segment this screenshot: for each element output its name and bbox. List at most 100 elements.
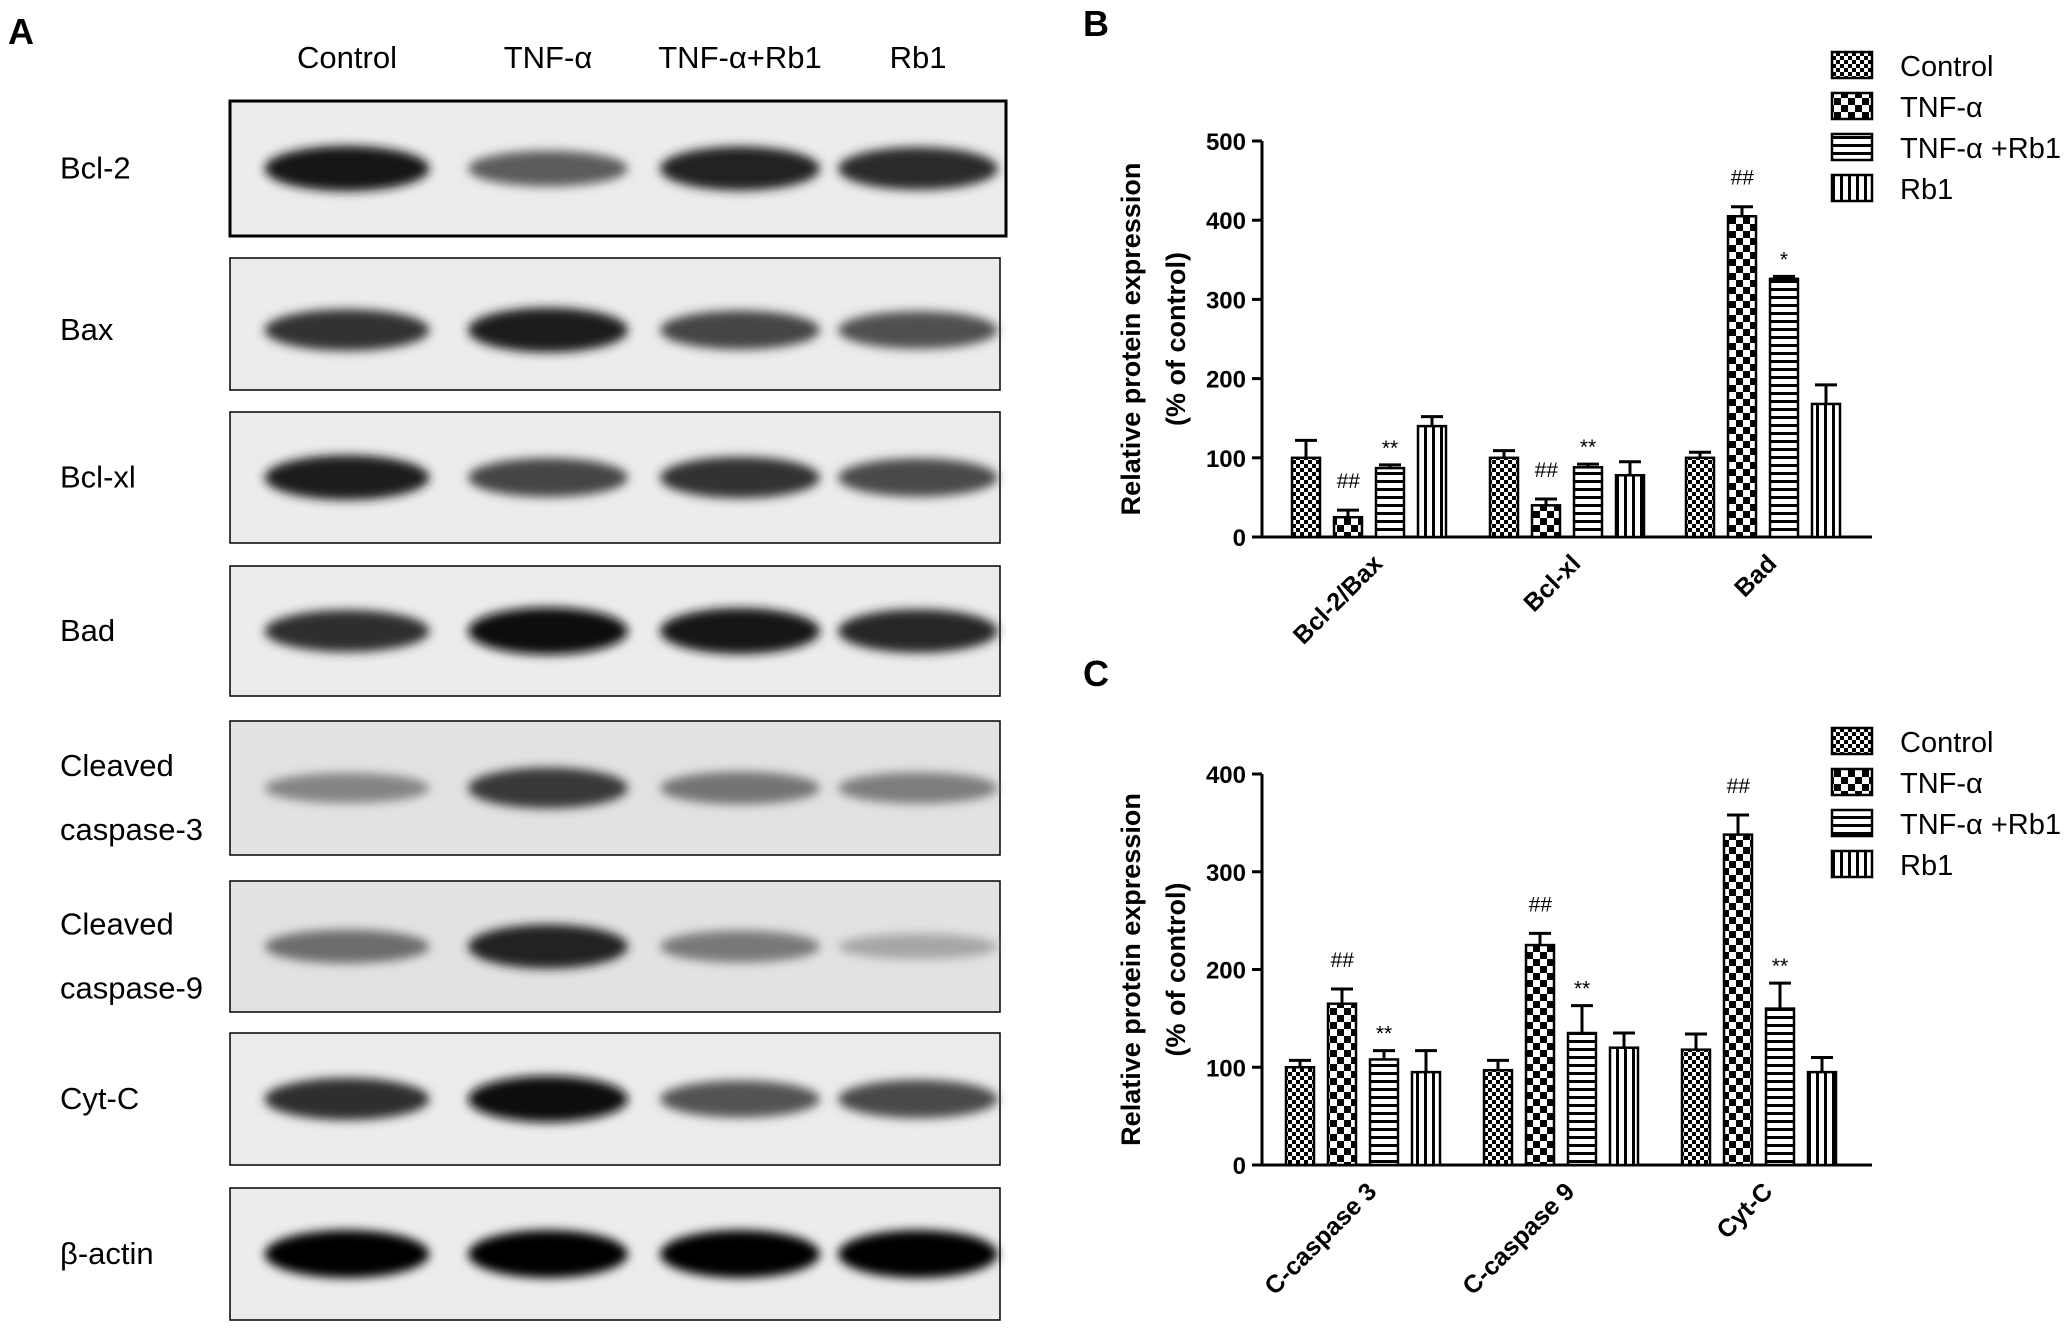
legend-swatch [1830,132,1874,162]
bar [1524,943,1556,1167]
blot-band [838,1230,998,1278]
blot-band [264,1230,430,1278]
bar [1726,214,1758,539]
bar [1614,473,1646,539]
y-tick-label: 300 [1206,860,1246,887]
blot-band [264,309,430,351]
legend-label: Rb1 [1900,850,1953,882]
legend-swatch [1830,849,1874,879]
y-tick-label: 100 [1206,446,1246,473]
bar [1608,1046,1640,1167]
blot-band [838,772,998,804]
significance-label: ## [1730,167,1754,190]
significance-label: ** [1772,955,1788,978]
blot-band [264,929,430,964]
bar [1572,466,1604,539]
y-tick-label: 200 [1206,958,1246,985]
blot-label: Bad [60,613,115,648]
significance-label: ## [1528,893,1552,916]
legend-swatch [1830,726,1874,756]
blot-band [468,767,628,809]
y-tick-label: 100 [1206,1055,1246,1082]
category-label: Bcl-xl [1518,549,1586,617]
legend-label: TNF-α [1900,92,1983,124]
blot-band [660,310,820,350]
category-label: Bad [1729,549,1782,602]
bar [1722,833,1754,1167]
bar [1566,1031,1598,1167]
lane-label: TNF-α [504,40,593,75]
bar [1764,1007,1796,1167]
legend-swatch [1830,50,1874,80]
significance-label: ** [1574,978,1590,1001]
category-label: C-caspase 3 [1259,1177,1382,1300]
lane-label: Control [297,40,397,75]
blot-label: Cleaved [60,907,174,942]
y-tick-label: 0 [1233,525,1246,552]
blot-band [264,145,430,192]
blot-band [468,924,628,969]
blot-label: Bcl-2 [60,151,131,186]
blot-band [264,609,430,653]
blot-band [838,311,998,349]
legend-label: Rb1 [1900,174,1953,206]
blot-band [468,607,628,655]
blot-band [838,933,998,960]
significance-label: ## [1534,459,1558,482]
y-tick-label: 200 [1206,367,1246,394]
blot-stack: Bcl-2 Bax Bcl-xl Bad Cleaved caspase-3 Cleaved… [60,99,1008,1321]
y-tick-label: 300 [1206,287,1246,314]
bar [1410,1070,1442,1167]
y-tick-label: 0 [1233,1153,1246,1180]
legend: Control TNF-α TNF-α +Rb1 Rb1 [1830,726,2061,882]
blot-band [264,1077,430,1121]
lane-label: Rb1 [890,40,947,75]
significance-label: ## [1330,949,1354,972]
y-axis-title: Relative protein expression [1116,163,1146,516]
legend-label: TNF-α [1900,768,1983,800]
blot-band [660,607,820,655]
legend-swatch [1830,173,1874,203]
blot-band [468,307,628,353]
legend-label: Control [1900,727,1994,759]
panel-letter: B [1083,3,1109,44]
blot-label: Bax [60,312,114,347]
panel-c-bar-chart: C 0 100 200 300 400 Relative protein expressio… [1083,653,2061,1300]
bar [1290,456,1322,539]
blot-band [838,147,998,190]
lane-label: TNF-α+Rb1 [658,40,821,75]
blot-label: Bcl-xl [60,460,136,495]
significance-label: ** [1376,1023,1392,1046]
legend-label: TNF-α +Rb1 [1900,133,2061,165]
blot-band [468,1230,628,1278]
legend-swatch [1830,91,1874,121]
bar [1488,456,1520,539]
legend-label: Control [1900,51,1994,83]
blot-band [660,1080,820,1118]
bar [1530,504,1562,539]
legend: Control TNF-α TNF-α +Rb1 Rb1 [1830,50,2061,206]
blot-band [468,150,628,187]
blot-band [264,772,430,804]
panel-b-bar-chart: B 0 100 200 300 400 500 Relative protein expres… [1083,3,2061,650]
blot-label: β-actin [60,1236,154,1271]
blot-label: Cyt-C [60,1081,139,1116]
blot-label: Cleaved [60,748,174,783]
bar [1806,1070,1838,1167]
blot-band [660,146,820,191]
legend-swatch [1830,767,1874,797]
bar [1680,1048,1712,1167]
blot-band [264,455,430,500]
bar [1768,277,1800,539]
bar [1332,515,1364,539]
blot-band [838,458,998,497]
legend-swatch [1830,808,1874,838]
significance-label: ** [1580,436,1596,459]
lane-headers: Control TNF-α TNF-α+Rb1 Rb1 [297,40,946,75]
bar [1810,402,1842,539]
bar [1326,1002,1358,1167]
category-label: Cyt-C [1711,1177,1778,1244]
bar [1684,456,1716,539]
blot-label: caspase-3 [60,812,203,847]
